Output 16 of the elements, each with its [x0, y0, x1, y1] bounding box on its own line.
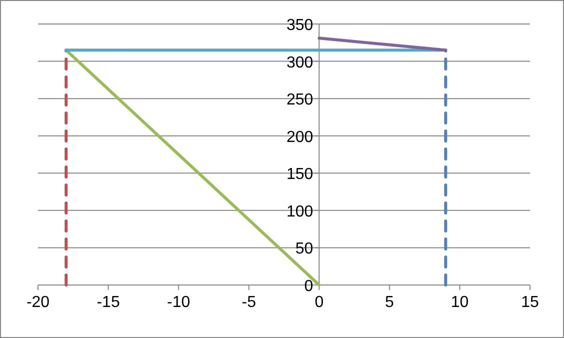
x-tick-label: 10 [450, 294, 469, 311]
y-tick-label: 250 [286, 92, 314, 109]
y-tick-label: 100 [286, 203, 314, 220]
y-tick-label: 50 [295, 240, 314, 258]
x-tick-label: -10 [167, 294, 190, 311]
y-tick-label: 150 [286, 166, 314, 184]
x-tick-label: 0 [314, 294, 324, 311]
y-tick-label: 0 [304, 278, 314, 295]
y-tick-label: 300 [286, 54, 314, 72]
x-tick-label: 15 [521, 294, 539, 311]
x-tick-label: 5 [384, 294, 394, 311]
y-tick-label: 200 [286, 128, 314, 146]
x-tick-label: -20 [26, 294, 50, 311]
x-tick-label: -5 [242, 294, 256, 311]
x-tick-label: -15 [96, 294, 120, 311]
y-tick-label: 350 [286, 17, 314, 34]
